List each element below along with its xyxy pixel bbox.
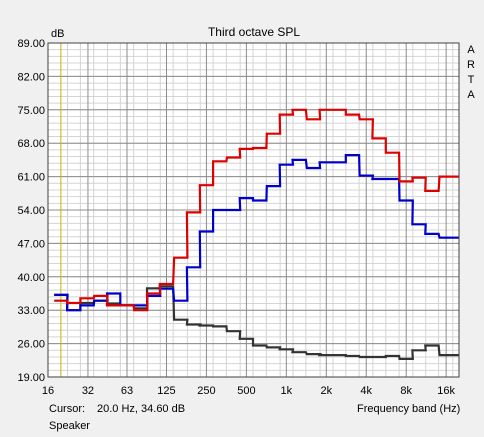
plot-frame [47, 42, 460, 378]
y-tick-label: 68.00 [17, 138, 45, 150]
y-tick-label: 33.00 [17, 305, 45, 317]
y-tick-label: 40.00 [17, 272, 45, 284]
x-tick-label: 16 [42, 385, 54, 397]
x-axis-label: Frequency band (Hz) [357, 403, 461, 415]
panel-label: Speaker [49, 420, 90, 432]
y-tick-label: 19.00 [17, 372, 45, 384]
x-tick-label: 8k [400, 385, 412, 397]
x-tick-label: 500 [237, 385, 255, 397]
x-tick-labels: 16 32 63 125 250 500 1k 2k 4k 8k 16k [42, 385, 456, 397]
chart-title: Third octave SPL [208, 25, 300, 39]
y-tick-label: 54.00 [17, 205, 45, 217]
x-tick-label: 63 [121, 385, 133, 397]
series-line [54, 108, 459, 312]
y-tick-labels: 89.00 82.00 75.00 68.00 61.00 54.00 47.00 40.00… [17, 38, 45, 384]
y-tick-label: 47.00 [17, 238, 45, 250]
y-tick-label: 75.00 [17, 105, 45, 117]
series-layer [54, 108, 459, 360]
x-tick-label: 32 [82, 385, 94, 397]
y-tick-label: 82.00 [17, 71, 45, 83]
cursor-label: Cursor: [49, 403, 86, 415]
arta-letter: R [467, 59, 475, 71]
y-tick-label: 26.00 [17, 339, 45, 351]
arta-letter: A [467, 44, 475, 56]
x-tick-label: 4k [360, 385, 372, 397]
x-tick-label: 2k [320, 385, 332, 397]
x-tick-label: 1k [281, 385, 293, 397]
y-axis-label: dB [51, 28, 64, 40]
x-tick-label: 16k [437, 385, 455, 397]
y-tick-label: 61.00 [17, 172, 45, 184]
cursor-readout: 20.0 Hz, 34.60 dB [97, 403, 186, 415]
arta-letter: A [467, 89, 475, 101]
x-tick-label: 125 [157, 385, 175, 397]
arta-logo: A R T A [465, 43, 477, 103]
arta-letter: T [467, 74, 475, 86]
y-tick-label: 89.00 [17, 38, 45, 50]
x-tick-label: 250 [197, 385, 215, 397]
